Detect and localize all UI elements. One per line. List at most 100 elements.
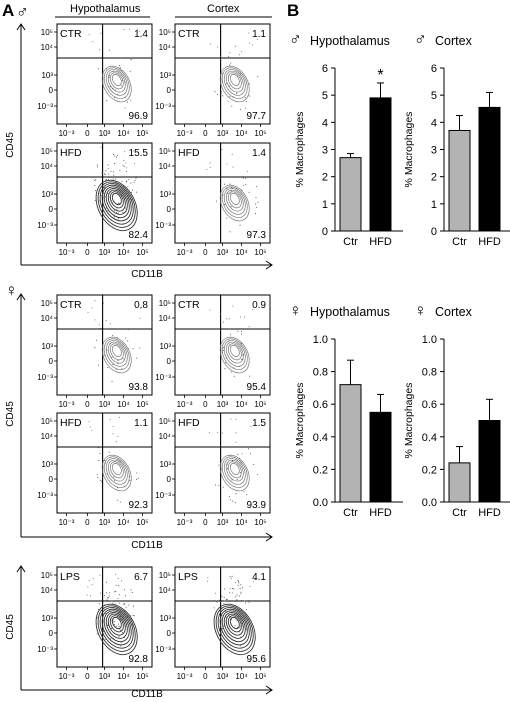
event-dot	[108, 86, 110, 88]
x-tick-label: 10⁴	[117, 400, 130, 409]
event-dot	[97, 447, 99, 449]
event-dot	[118, 416, 120, 418]
event-dot	[228, 627, 230, 629]
y-tick-label: 10³	[41, 460, 53, 469]
event-dot	[123, 589, 125, 591]
event-dot	[94, 185, 96, 187]
event-dot	[252, 309, 254, 311]
event-dot	[213, 607, 215, 609]
event-dot	[124, 107, 126, 109]
event-dot	[117, 359, 119, 361]
event-dot	[228, 340, 230, 342]
event-dot	[239, 109, 242, 111]
event-dot	[115, 183, 117, 185]
event-dot	[131, 189, 134, 191]
event-dot	[115, 178, 117, 180]
event-dot	[252, 581, 255, 583]
event-dot	[100, 146, 102, 148]
y-tick-label: 10⁻³	[37, 102, 53, 111]
event-dot	[117, 212, 119, 214]
event-dot	[230, 187, 232, 189]
event-dot	[101, 172, 103, 174]
event-dot	[123, 485, 126, 488]
event-dot	[109, 89, 111, 91]
y-tick-label: 0	[322, 226, 328, 238]
event-dot	[235, 432, 237, 434]
event-dot	[106, 599, 108, 601]
event-dot	[104, 459, 106, 462]
event-dot	[106, 100, 108, 102]
event-dot	[231, 587, 234, 590]
y-tick-label: 10⁵	[159, 571, 171, 580]
event-dot	[123, 610, 126, 612]
event-dot	[231, 105, 233, 107]
event-dot	[216, 601, 218, 603]
event-dot	[113, 624, 115, 626]
event-dot	[232, 305, 234, 307]
event-dot	[121, 180, 123, 182]
y-axis-label: % Macrophages	[403, 383, 415, 459]
event-dot	[231, 592, 233, 594]
population-contour	[107, 459, 126, 482]
event-dot	[223, 596, 225, 598]
event-dot	[224, 600, 226, 602]
y-tick-label: 10⁴	[159, 43, 172, 52]
panel-label-a: A	[2, 1, 14, 20]
event-dot	[245, 621, 247, 623]
x-tick-label: 10⁵	[136, 248, 148, 257]
event-dot	[120, 642, 122, 644]
event-dot	[119, 169, 121, 172]
event-dot	[221, 631, 223, 633]
event-dot	[108, 192, 111, 194]
population-contour	[223, 188, 246, 215]
chart-title: Hypothalamus	[310, 34, 390, 48]
population-contour	[107, 341, 126, 364]
x-tick-label: 10³	[99, 672, 111, 681]
event-dot	[140, 307, 142, 309]
population-contour	[103, 186, 130, 219]
y-tick-label: 0.4	[313, 432, 328, 444]
event-dot	[94, 319, 96, 321]
event-dot	[227, 613, 229, 615]
event-dot	[245, 609, 247, 611]
event-dot	[96, 166, 98, 168]
event-dot	[242, 358, 244, 360]
event-dot	[95, 189, 97, 192]
event-dot	[121, 580, 123, 582]
event-dot	[239, 54, 241, 56]
y-tick-label: 10³	[41, 190, 53, 199]
event-dot	[225, 362, 227, 364]
event-dot	[121, 69, 123, 71]
event-dot	[248, 375, 251, 377]
event-dot	[220, 601, 222, 603]
event-dot	[91, 429, 93, 431]
event-dot	[238, 634, 240, 636]
event-dot	[226, 598, 228, 600]
event-dot	[112, 425, 114, 428]
event-dot	[229, 192, 231, 194]
event-dot	[113, 476, 115, 478]
event-dot	[214, 592, 217, 594]
y-tick-label: 10⁻³	[155, 102, 171, 111]
event-dot	[241, 189, 243, 191]
population-contour	[219, 454, 250, 492]
event-dot	[239, 457, 241, 459]
y-tick-label: 10⁻³	[155, 645, 171, 654]
population-contour	[221, 67, 248, 99]
chart-title: Cortex	[435, 305, 473, 319]
event-dot	[111, 600, 113, 602]
population-contour	[229, 616, 240, 630]
event-dot	[125, 207, 127, 209]
event-dot	[229, 454, 231, 456]
x-tick-label: 10³	[99, 518, 111, 527]
flow-group-male: CD11B CD45 CTR 1.4 96.9 10⁵ 10⁴ 10³ 0 10⁻³ 10⁻³ 0 10…	[5, 23, 273, 280]
y-tick-label: 1	[431, 199, 437, 211]
event-dot	[104, 174, 106, 176]
event-dot	[229, 96, 231, 98]
y-axis-label: % Macrophages	[294, 112, 306, 188]
event-dot	[255, 197, 257, 199]
population-contour	[223, 69, 246, 96]
event-dot	[236, 599, 238, 601]
y-tick-label: 0	[49, 357, 54, 366]
